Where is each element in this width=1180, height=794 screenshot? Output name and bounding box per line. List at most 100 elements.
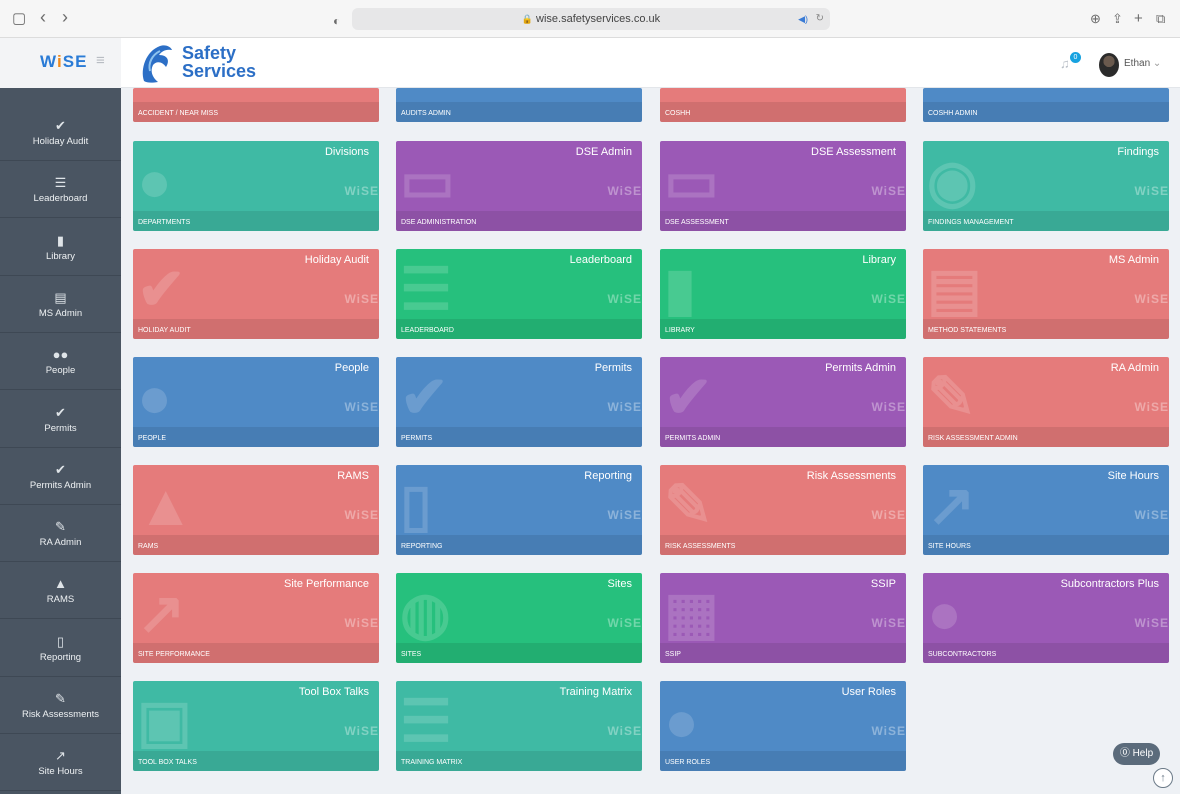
tile-footer — [396, 535, 642, 555]
tile-background-icon: ◉ — [927, 149, 978, 214]
brand-area: WiSE ≡ — [0, 38, 121, 88]
notifications-icon[interactable]: ♫ — [1060, 56, 1070, 71]
notification-badge: 0 — [1070, 52, 1081, 63]
sidebar-item-permits-admin[interactable]: ✔ Permits Admin — [0, 448, 121, 505]
sidebar-item-leaderboard[interactable]: ☰ Leaderboard — [0, 161, 121, 219]
tile-subtitle: AUDITS ADMIN — [401, 110, 451, 117]
tile-site-hours[interactable]: ↗ Site Hours WiSE SITE HOURS — [923, 465, 1169, 555]
tile-holiday-audit[interactable]: ✔ Holiday Audit WiSE HOLIDAY AUDIT — [133, 249, 379, 339]
sidebar-item-ra-admin[interactable]: ✎ RA Admin — [0, 505, 121, 563]
tile-title: Findings — [1117, 146, 1159, 158]
sidebar-item-permits[interactable]: ✔ Permits — [0, 391, 121, 448]
address-bar[interactable]: 🔒 wise.safetyservices.co.uk ◀) ↻ — [352, 8, 830, 30]
tile-ms-admin[interactable]: ▤ MS Admin WiSE METHOD STATEMENTS — [923, 249, 1169, 339]
tile-subtitle: COSHH ADMIN — [928, 110, 978, 117]
wise-watermark: WiSE — [607, 292, 642, 306]
sidebar-item-people[interactable]: ●● People — [0, 333, 121, 391]
tile-footer — [923, 427, 1169, 447]
sidebar-item-site-hours[interactable]: ↗ Site Hours — [0, 734, 121, 792]
tile-title: Divisions — [324, 146, 369, 158]
wise-watermark: WiSE — [344, 508, 379, 522]
tile-background-icon: ☰ — [400, 257, 452, 322]
tile-background-icon: ▣ — [137, 689, 192, 754]
tile-divisions[interactable]: ● Divisions WiSE DEPARTMENTS — [133, 141, 379, 231]
tile-background-icon: ✎ — [664, 473, 713, 538]
tile-ssip[interactable]: ▦ SSIP WiSE SSIP — [660, 573, 906, 663]
user-menu[interactable]: Ethan ⌄ — [1124, 58, 1162, 69]
tile-findings[interactable]: ◉ Findings WiSE FINDINGS MANAGEMENT — [923, 141, 1169, 231]
tile-background-icon: ● — [137, 365, 173, 430]
tile-footer — [133, 535, 379, 555]
safety-services-logo-text: Safety Services — [182, 43, 257, 81]
tile-footer — [660, 643, 906, 663]
tile-footer — [923, 211, 1169, 231]
tile-footer — [660, 535, 906, 555]
sidebar-item-reporting[interactable]: ▯ Reporting — [0, 620, 121, 677]
tile-dse-admin[interactable]: ▭ DSE Admin WiSE DSE ADMINISTRATION — [396, 141, 642, 231]
tile-title: Site Performance — [284, 578, 369, 590]
tile-coshh[interactable]: COSHH — [660, 88, 906, 122]
book-icon: ▮ — [56, 232, 65, 248]
tile-dse-assessment[interactable]: ▭ DSE Assessment WiSE DSE ASSESSMENT — [660, 141, 906, 231]
tile-title: Permits — [594, 362, 632, 374]
tile-subcontractors-plus[interactable]: ● Subcontractors Plus WiSE SUBCONTRACTORS — [923, 573, 1169, 663]
download-icon[interactable]: ⊕ — [1090, 11, 1101, 26]
tab-overview-icon[interactable]: ⧉ — [1156, 11, 1166, 26]
tile-tool-box-talks[interactable]: ▣ Tool Box Talks WiSE TOOL BOX TALKS — [133, 681, 379, 771]
audio-icon[interactable]: ◀) — [798, 14, 808, 24]
tile-coshh-admin[interactable]: COSHH ADMIN — [923, 88, 1169, 122]
tile-footer — [923, 102, 1169, 122]
sidebar-item-rams[interactable]: ▲ RAMS — [0, 562, 121, 620]
sidebar-toggle-icon[interactable]: ▢ — [12, 10, 27, 27]
tile-permits-admin[interactable]: ✔ Permits Admin WiSE PERMITS ADMIN — [660, 357, 906, 447]
tile-footer — [133, 751, 379, 771]
back-icon[interactable]: ‹ — [40, 7, 46, 27]
tile-title: MS Admin — [1108, 254, 1159, 266]
share-icon[interactable]: ⇪ — [1112, 11, 1123, 26]
avatar[interactable] — [1099, 53, 1119, 77]
tile-title: Risk Assessments — [806, 470, 896, 482]
privacy-shield-icon[interactable]: ◐ — [333, 14, 341, 28]
tile-background-icon: ✔ — [664, 365, 713, 430]
tile-user-roles[interactable]: ● User Roles WiSE USER ROLES — [660, 681, 906, 771]
tile-people[interactable]: ● People WiSE PEOPLE — [133, 357, 379, 447]
tile-leaderboard[interactable]: ☰ Leaderboard WiSE LEADERBOARD — [396, 249, 642, 339]
tile-sites[interactable]: ◍ Sites WiSE SITES — [396, 573, 642, 663]
tile-reporting[interactable]: ▯ Reporting WiSE REPORTING — [396, 465, 642, 555]
new-tab-icon[interactable]: + — [1134, 10, 1143, 27]
wise-logo[interactable]: WiSE — [40, 52, 88, 71]
tile-background-icon: ● — [137, 149, 173, 214]
tile-subtitle: TRAINING MATRIX — [401, 759, 463, 766]
sidebar-item-risk-assessments[interactable]: ✎ Risk Assessments — [0, 677, 121, 734]
tile-background-icon: ▭ — [400, 149, 455, 214]
tile-footer — [923, 643, 1169, 663]
tile-site-performance[interactable]: ↗ Site Performance WiSE SITE PERFORMANCE — [133, 573, 379, 663]
tile-risk-assessments[interactable]: ✎ Risk Assessments WiSE RISK ASSESSMENTS — [660, 465, 906, 555]
scroll-top-icon[interactable]: ↑ — [1153, 768, 1173, 788]
tile-background-icon: ▲ — [137, 473, 195, 538]
sidebar-item-holiday-audit[interactable]: ✔ Holiday Audit — [0, 104, 121, 161]
tile-ra-admin[interactable]: ✎ RA Admin WiSE RISK ASSESSMENT ADMIN — [923, 357, 1169, 447]
tile-permits[interactable]: ✔ Permits WiSE PERMITS — [396, 357, 642, 447]
tile-footer — [923, 319, 1169, 339]
tile-rams[interactable]: ▲ RAMS WiSE RAMS — [133, 465, 379, 555]
tile-title: Training Matrix — [559, 686, 632, 698]
forward-icon[interactable]: › — [62, 7, 68, 27]
app-header: WiSE ≡ Safety Services ♫ 0 Ethan ⌄ — [0, 38, 1180, 88]
sidebar-item-library[interactable]: ▮ Library — [0, 219, 121, 276]
tile-library[interactable]: ▮ Library WiSE LIBRARY — [660, 249, 906, 339]
tile-accident-near-miss[interactable]: ACCIDENT / NEAR MISS — [133, 88, 379, 122]
chart-line-icon: ↗ — [55, 748, 66, 764]
sidebar: ✔ Holiday Audit ☰ Leaderboard ▮ Library ▤ MS Ad… — [0, 88, 121, 794]
tile-title: Library — [862, 254, 896, 266]
help-button[interactable]: ⓪ Help — [1113, 743, 1160, 765]
reload-icon[interactable]: ↻ — [815, 13, 824, 24]
sidebar-item-ms-admin[interactable]: ▤ MS Admin — [0, 276, 121, 333]
tile-subtitle: SITE PERFORMANCE — [138, 651, 210, 658]
tile-training-matrix[interactable]: ☰ Training Matrix WiSE TRAINING MATRIX — [396, 681, 642, 771]
tile-background-icon: ☰ — [400, 689, 452, 754]
tile-title: Subcontractors Plus — [1060, 578, 1159, 590]
tile-audits-admin[interactable]: AUDITS ADMIN — [396, 88, 642, 122]
tile-title: DSE Admin — [575, 146, 632, 158]
menu-toggle-icon[interactable]: ≡ — [96, 52, 105, 69]
